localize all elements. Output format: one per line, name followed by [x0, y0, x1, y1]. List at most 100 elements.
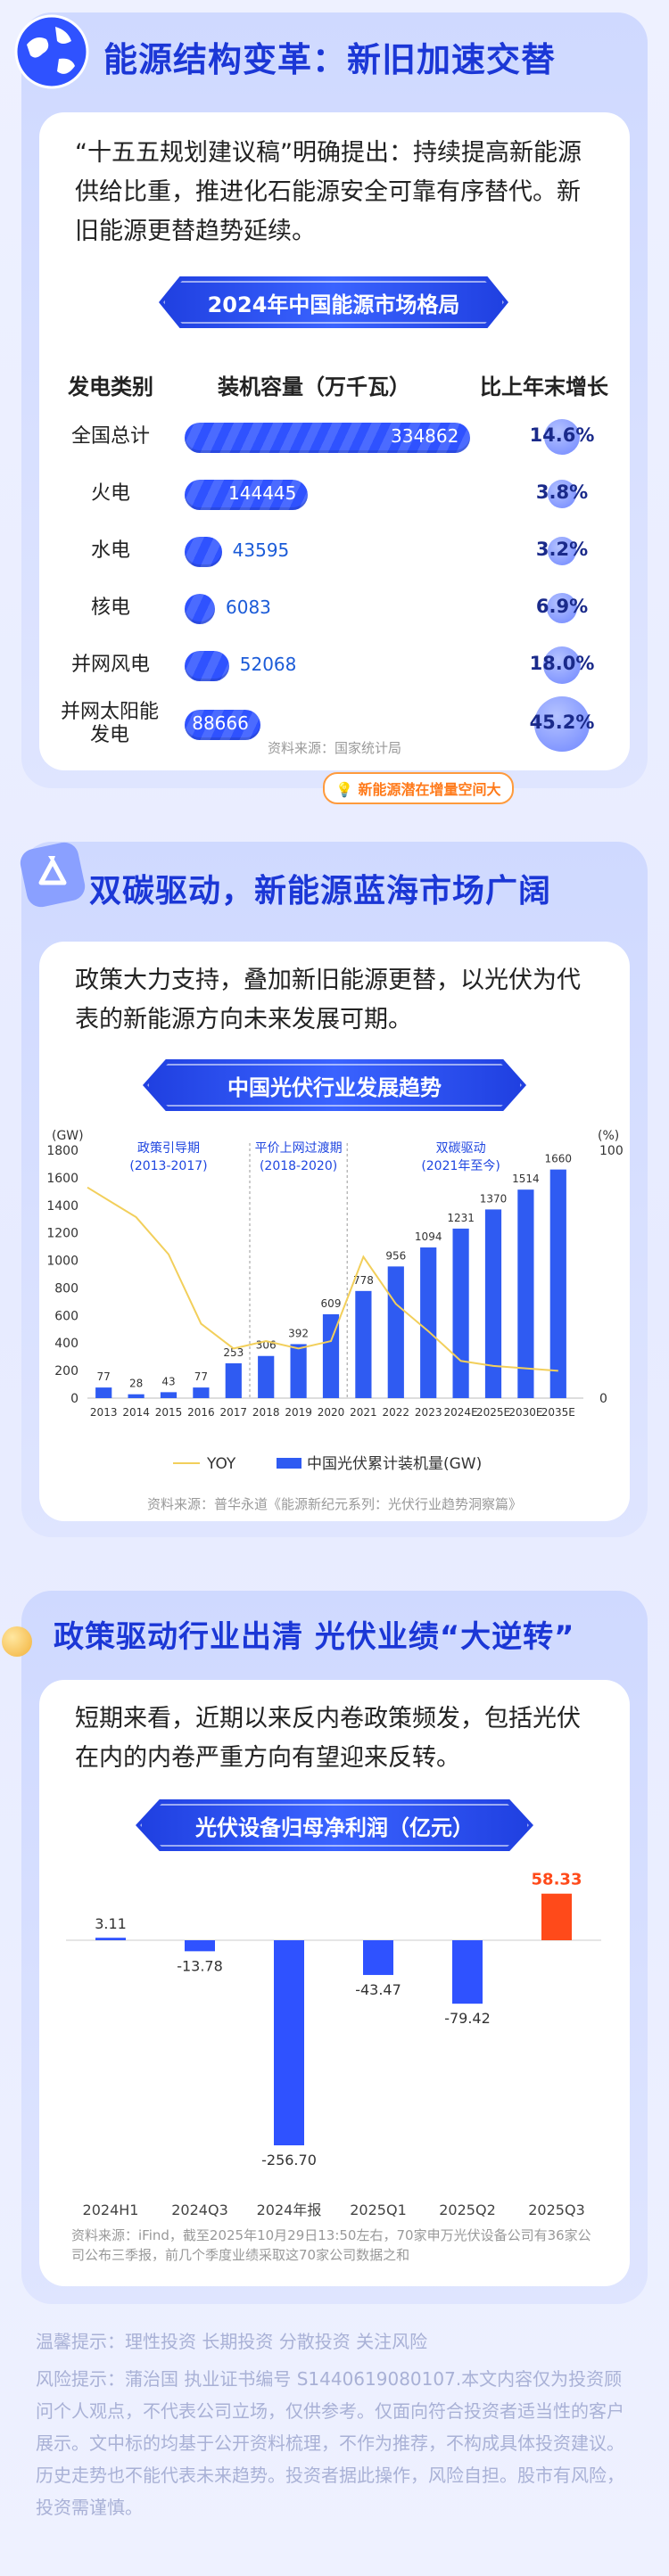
capacity-bar	[185, 537, 222, 567]
ribbon-label: 光伏设备归母净利润（亿元）	[195, 1815, 474, 1840]
x-tick-label: 2025Q3	[528, 2202, 585, 2218]
growth-value: 18.0%	[529, 653, 595, 674]
x-tick-label: 2014	[122, 1406, 150, 1419]
legend-bar-label: 中国光伏累计装机量(GW)	[307, 1455, 482, 1473]
profit-bar	[363, 1940, 393, 1975]
bar-mark	[258, 1355, 275, 1398]
profit-bar	[185, 1940, 215, 1952]
phase-range: (2018-2020)	[260, 1159, 337, 1173]
source-note: 资料来源：iFind，截至2025年10月29日13:50左右，70家申万光伏设…	[71, 2227, 591, 2263]
y-tick-label: 600	[54, 1309, 78, 1323]
growth-bubble	[547, 536, 577, 566]
capacity-value: 144445	[228, 482, 297, 504]
bar-data-label: 253	[223, 1346, 244, 1359]
recycle-icon	[14, 836, 91, 913]
bar-data-label: 77	[194, 1370, 208, 1383]
bar-data-label: 1231	[447, 1212, 475, 1224]
table-row: 全国总计 334862 14.6%	[39, 412, 630, 462]
bar-mark	[517, 1189, 534, 1398]
y-axis-label: (GW)	[52, 1129, 84, 1143]
x-tick-label: 2035E	[541, 1406, 575, 1419]
header-growth: 比上年末增长	[480, 374, 608, 399]
y-tick-label: 1200	[46, 1227, 78, 1241]
capacity-value: 334862	[391, 425, 459, 447]
growth-bubble	[547, 479, 577, 509]
phase-label: 平价上网过渡期	[255, 1141, 343, 1156]
profit-bar	[274, 1940, 304, 2145]
yoy-line	[87, 1186, 558, 1372]
x-tick-label: 2015	[155, 1406, 183, 1419]
x-tick-label: 2025E	[476, 1406, 510, 1419]
bar-data-label: 1514	[512, 1173, 540, 1185]
table-row: 核电 6083 6.9%	[39, 583, 630, 633]
ribbon-label: 2024年中国能源市场格局	[207, 292, 460, 317]
row-name: 并网风电	[70, 654, 150, 676]
y-tick-label: 400	[54, 1337, 78, 1351]
row-name: 核电	[90, 597, 130, 619]
callout-text: 新能源潜在增量空间大	[358, 781, 501, 798]
x-tick-label: 2023	[415, 1406, 442, 1419]
phase-label: 政策引导期	[137, 1140, 200, 1156]
y-tick-label: 800	[54, 1281, 78, 1296]
profit-data-label: 58.33	[532, 1871, 582, 1889]
x-tick-label: 2017	[220, 1406, 248, 1419]
table-ribbon: 2024年中国能源市场格局	[159, 276, 508, 328]
growth-bubble	[543, 418, 581, 456]
pv-trend-chart: (GW) (%)020040060080010001200140016001800…	[46, 1129, 624, 1473]
profit-data-label: -13.78	[177, 1957, 223, 1974]
profit-data-label: -79.42	[444, 2010, 491, 2027]
bulb-icon: 💡	[335, 781, 353, 798]
capacity-value: 43595	[232, 539, 290, 561]
phase-range: (2021年至今)	[421, 1159, 500, 1173]
bar-mark	[290, 1344, 307, 1398]
header-category: 发电类别	[68, 374, 153, 399]
x-tick-label: 2021	[350, 1406, 377, 1419]
bar-data-label: 1660	[545, 1153, 573, 1165]
x-tick-label: 2024E	[444, 1406, 478, 1419]
pv-trend-card: 政策大力支持，叠加新旧能源更替，以光伏为代表的新能源方向未来发展可期。 中国光伏…	[39, 942, 630, 1521]
table-row: 水电 43595 3.2%	[39, 526, 630, 576]
table-row: 火电 144445 3.8%	[39, 469, 630, 519]
y2-tick-label: 0	[599, 1392, 607, 1406]
ribbon-label: 中国光伏行业发展趋势	[227, 1074, 442, 1100]
source-note: 资料来源：国家统计局	[267, 740, 401, 756]
capacity-bar	[185, 423, 470, 453]
growth-value: 3.8%	[535, 481, 589, 503]
section-title: 能源结构变革：新旧加速交替	[103, 40, 557, 79]
phase-range: (2013-2017)	[129, 1159, 207, 1173]
growth-value: 3.2%	[535, 539, 589, 560]
x-tick-label: 2016	[187, 1406, 215, 1419]
capacity-bar	[185, 480, 309, 510]
row-name: 全国总计	[70, 425, 150, 448]
capacity-bar	[185, 594, 215, 624]
row-name: 火电	[90, 482, 130, 505]
growth-value: 45.2%	[529, 712, 595, 733]
table-row: 并网风电 52068 18.0%	[39, 640, 630, 690]
y2-axis-label: (%)	[598, 1129, 619, 1143]
globe-icon	[9, 9, 95, 95]
x-tick-label: 2024H1	[83, 2202, 139, 2218]
bar-mark	[355, 1290, 372, 1398]
x-tick-label: 2019	[285, 1406, 312, 1419]
bar-mark	[322, 1313, 340, 1398]
x-tick-label: 2025Q2	[439, 2202, 496, 2218]
bar-mark	[225, 1362, 242, 1398]
growth-value: 14.6%	[529, 424, 595, 446]
capacity-bar	[185, 651, 229, 681]
bar-mark	[95, 1387, 112, 1398]
bar-data-label: 1094	[415, 1230, 442, 1243]
row-name: 水电	[90, 539, 130, 562]
section-title: 双碳驱动，新能源蓝海市场广阔	[89, 873, 552, 909]
x-tick-label: 2025Q1	[350, 2202, 407, 2218]
bar-mark	[549, 1169, 566, 1398]
bar-data-label: 609	[321, 1297, 342, 1310]
profit-chart: 3.11 2024H1 -13.78 2024Q3 -256.70 2024年报 -43.4…	[66, 1871, 601, 2218]
x-tick-label: 2024Q3	[171, 2202, 228, 2218]
capacity-value: 6083	[226, 597, 271, 618]
bar-mark	[452, 1228, 469, 1398]
capacity-bar	[185, 710, 260, 740]
profit-data-label: -256.70	[261, 2152, 317, 2169]
bar-data-label: 956	[385, 1249, 406, 1262]
x-tick-label: 2013	[90, 1406, 118, 1419]
y2-tick-label: 100	[599, 1144, 624, 1158]
